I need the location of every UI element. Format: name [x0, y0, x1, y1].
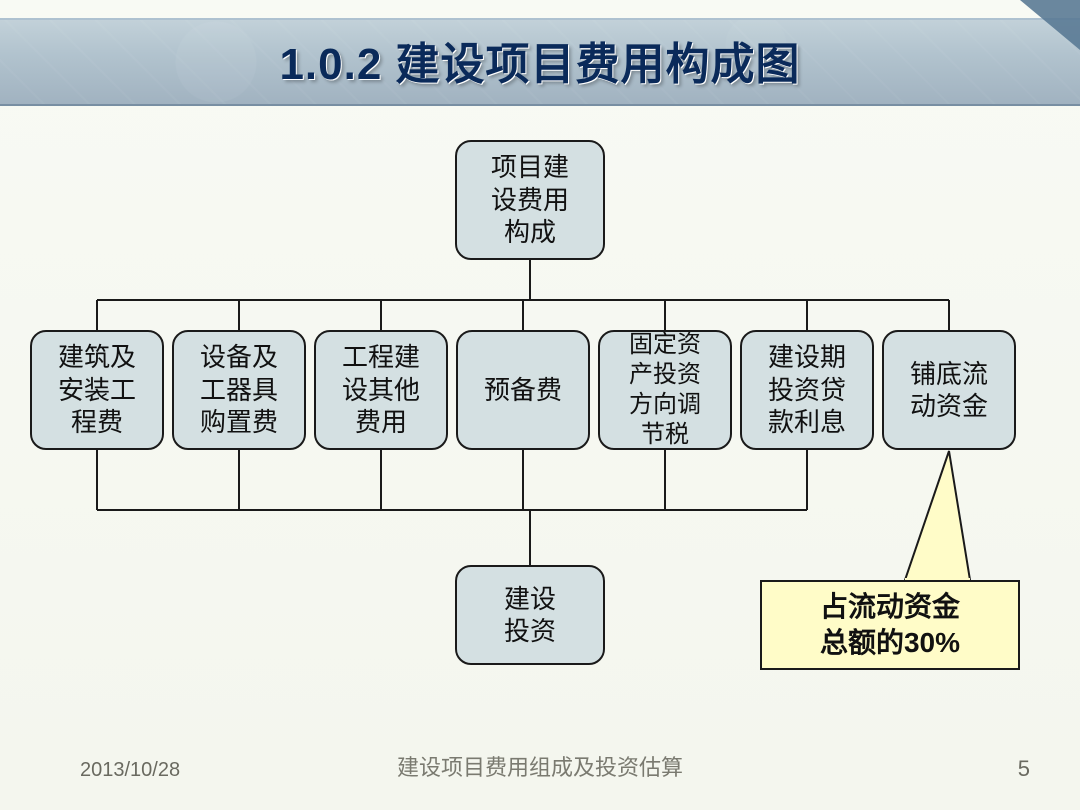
node-root: 项目建设费用构成 — [455, 140, 605, 260]
callout-note: 占流动资金总额的30% — [760, 580, 1020, 670]
footer-subtitle: 建设项目费用组成及投资估算 — [0, 750, 1080, 782]
footer-page-number: 5 — [1018, 756, 1030, 782]
node-label: 建设投资 — [504, 583, 556, 648]
node-label: 设备及工器具购置费 — [200, 341, 278, 439]
node-child-5: 固定资产投资方向调节税 — [598, 330, 732, 450]
node-child-7: 铺底流动资金 — [882, 330, 1016, 450]
node-bottom: 建设投资 — [455, 565, 605, 665]
node-child-6: 建设期投资贷款利息 — [740, 330, 874, 450]
node-label: 铺底流动资金 — [910, 358, 988, 423]
node-label: 建筑及安装工程费 — [58, 341, 136, 439]
node-label: 项目建设费用构成 — [491, 151, 569, 249]
node-label: 建设期投资贷款利息 — [768, 341, 846, 439]
node-label: 固定资产投资方向调节税 — [629, 330, 701, 450]
node-label: 预备费 — [484, 374, 562, 407]
node-child-4: 预备费 — [456, 330, 590, 450]
node-child-1: 建筑及安装工程费 — [30, 330, 164, 450]
node-child-2: 设备及工器具购置费 — [172, 330, 306, 450]
slide-title: 1.0.2 建设项目费用构成图 — [0, 28, 1080, 92]
node-child-3: 工程建设其他费用 — [314, 330, 448, 450]
slide: 1.0.2 建设项目费用构成图 — [0, 0, 1080, 810]
node-label: 工程建设其他费用 — [342, 341, 420, 439]
callout-label: 占流动资金总额的30% — [820, 589, 960, 662]
